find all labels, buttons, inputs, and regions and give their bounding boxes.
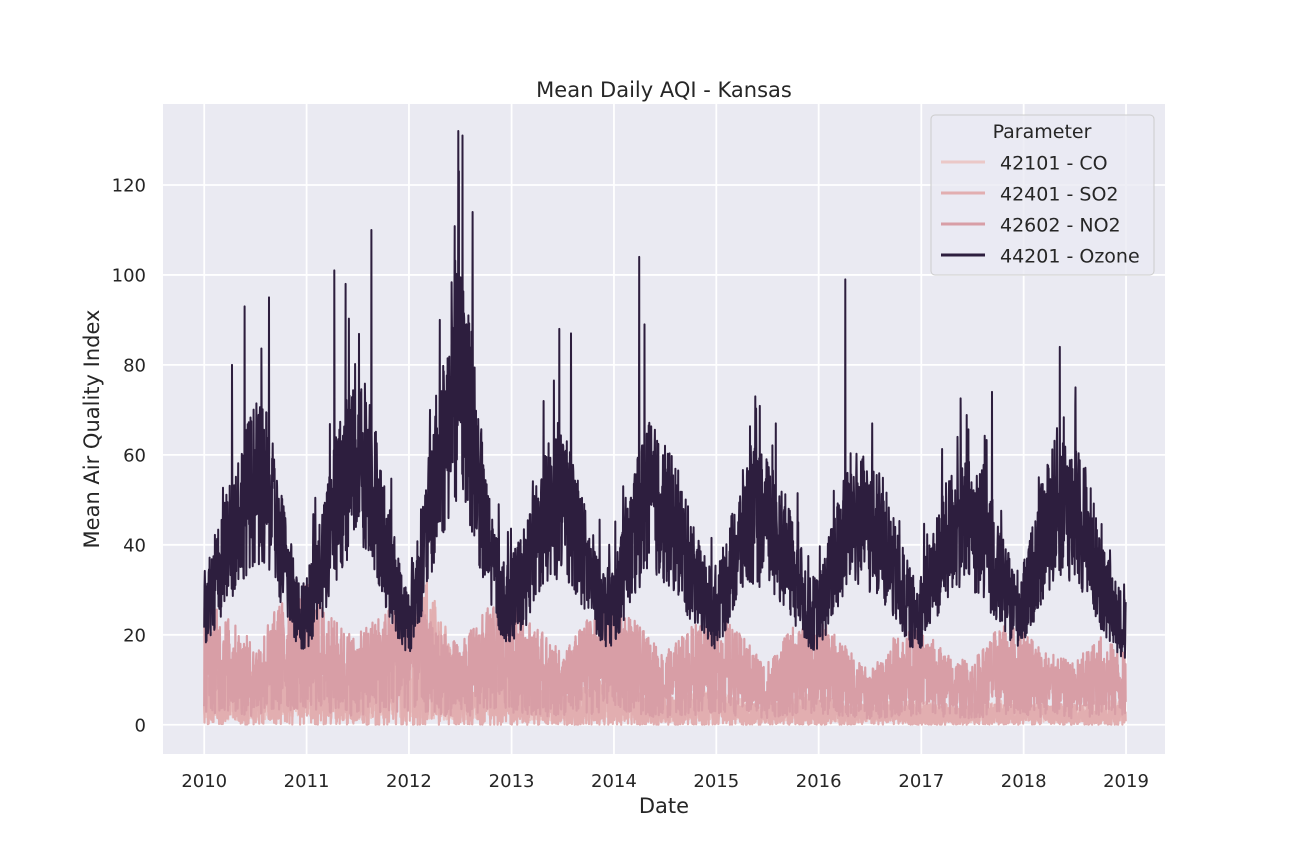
x-tick-label: 2019 [1103,771,1149,792]
x-axis-title: Date [639,794,689,818]
y-tick-label: 0 [135,715,146,736]
legend-entry: 42602 - NO2 [1000,215,1121,237]
x-tick-label: 2018 [1001,771,1047,792]
y-axis-title: Mean Air Quality Index [80,310,104,549]
x-tick-label: 2011 [284,771,330,792]
x-tick-label: 2016 [796,771,842,792]
y-tick-label: 120 [112,175,146,196]
legend-entry: 42101 - CO [1000,153,1108,175]
x-tick-label: 2017 [898,771,944,792]
series-line-3 [203,130,1127,659]
legend-items: 42101 - CO 42401 - SO2 42602 - NO2 44201 - … [941,153,1140,268]
y-tick-label: 80 [123,355,146,376]
y-tick-label: 40 [123,535,146,556]
chart-title: Mean Daily AQI - Kansas [536,78,792,102]
y-tick-label: 60 [123,445,146,466]
legend-box [930,114,1155,276]
series-line-2 [203,584,1127,720]
x-tick-label: 2012 [386,771,432,792]
x-tick-label: 2014 [591,771,637,792]
legend: Parameter 42101 - CO 42401 - SO2 42602 - N… [930,114,1155,276]
y-tick-labels: 0 20 40 60 80 100 120 [112,175,146,736]
x-tick-label: 2013 [489,771,535,792]
legend-title: Parameter [993,121,1092,143]
x-tick-label: 2015 [693,771,739,792]
legend-entry: 42401 - SO2 [1000,184,1118,206]
y-tick-label: 20 [123,625,146,646]
legend-entry: 44201 - Ozone [1000,246,1140,268]
series-layer [203,130,1127,726]
x-tick-labels: 2010 2011 2012 2013 2014 2015 2016 2017 2018 2019 [181,771,1149,792]
x-tick-label: 2010 [181,771,227,792]
y-tick-label: 100 [112,265,146,286]
